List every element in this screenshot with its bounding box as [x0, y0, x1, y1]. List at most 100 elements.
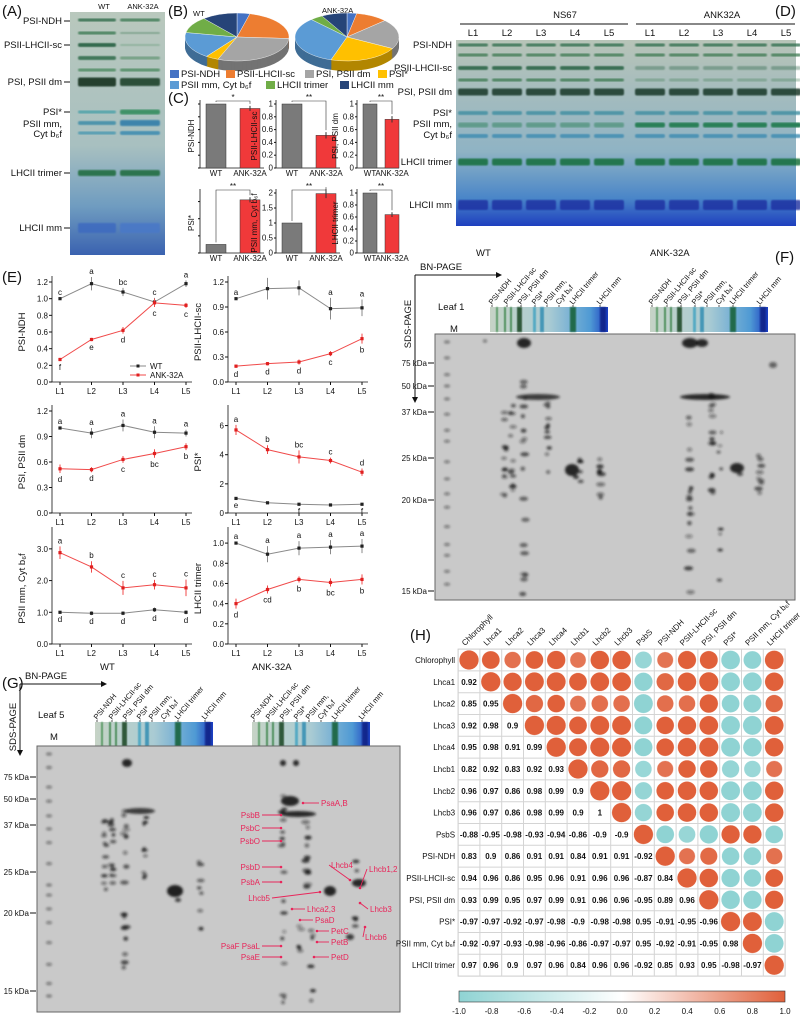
correlation-value: -0.88	[460, 830, 479, 839]
correlation-value: 0.84	[570, 852, 586, 861]
bar-wt	[205, 103, 227, 169]
bar-chart: PSI-NDH WT ANK-32A *	[187, 93, 267, 178]
correlation-value: 0.86	[505, 787, 521, 796]
colorbar-tick-label: -0.6	[517, 1007, 531, 1016]
column-label: Lhcb1	[569, 625, 591, 647]
correlation-value: 0.95	[461, 743, 477, 752]
correlation-circle	[611, 802, 632, 823]
protein-spot	[708, 408, 714, 413]
significance-bracket	[291, 100, 327, 131]
arrow-head-icon	[279, 865, 283, 869]
protein-spot	[46, 907, 52, 911]
significance-letter: a	[297, 531, 302, 540]
row-label: Lhca3	[433, 721, 455, 730]
correlation-circle	[677, 672, 697, 692]
protein-spot	[444, 569, 450, 573]
panel-label-b: (B)	[168, 3, 188, 20]
protein-spot	[444, 460, 450, 464]
gel-band	[669, 134, 699, 138]
data-point	[265, 501, 270, 505]
y-tick-label: 0.8	[262, 112, 274, 121]
protein-spot	[544, 425, 550, 430]
protein-spot	[565, 464, 579, 476]
gel-band	[78, 121, 116, 125]
protein-spot	[520, 466, 526, 471]
correlation-value: 0.96	[461, 787, 477, 796]
significance-letter: a	[184, 270, 189, 279]
gel-band	[120, 78, 160, 86]
protein-spot	[279, 836, 285, 841]
correlation-value: -0.98	[525, 939, 544, 948]
significance-letter: e	[89, 343, 94, 352]
protein-spot	[577, 457, 582, 462]
data-point	[234, 428, 238, 432]
lane-label: L2	[679, 28, 690, 39]
correlation-value: -0.97	[591, 939, 610, 948]
protein-spot	[46, 766, 52, 769]
strip-band	[496, 307, 498, 332]
protein-spot	[101, 833, 107, 838]
x-tick-label: WT	[364, 254, 377, 263]
gel-band	[771, 122, 800, 128]
data-point	[360, 577, 364, 582]
protein-spot	[354, 868, 360, 873]
gel-band	[737, 200, 767, 210]
protein-spot	[281, 1000, 285, 1005]
protein-spot	[46, 994, 52, 998]
group-label-ns67: NS67	[553, 10, 577, 21]
data-point	[328, 580, 333, 585]
axes	[51, 527, 192, 645]
significance-letter: d	[234, 611, 238, 620]
protein-spot	[101, 881, 107, 886]
gel-band	[526, 78, 556, 82]
correlation-circle	[764, 803, 784, 823]
arrow-head-icon	[358, 886, 362, 890]
panel-label-d: (D)	[775, 3, 796, 20]
data-point	[121, 611, 125, 615]
bar-chart: PSI* WT ANK-32A **	[187, 182, 267, 263]
protein-spot	[123, 936, 129, 941]
correlation-circle	[590, 672, 610, 692]
protein-spot	[109, 881, 117, 885]
significance-marker: **	[306, 93, 312, 102]
column-label: Lhca2	[504, 625, 526, 647]
row-label: PSII mm, Cyt b₆f	[396, 939, 456, 948]
x-tick-label: L3	[119, 649, 128, 658]
protein-spot	[680, 394, 730, 400]
gel-band	[526, 111, 556, 115]
protein-spot	[46, 883, 52, 887]
arrow-head-icon	[298, 918, 302, 922]
y-tick-label: 0	[220, 509, 225, 518]
correlation-circle	[656, 825, 675, 844]
protein-spot	[543, 403, 550, 407]
data-point	[121, 586, 125, 590]
protein-label-psbb: PsbB	[241, 811, 260, 820]
gel-band	[120, 120, 160, 126]
correlation-circle	[765, 760, 783, 778]
data-point	[234, 496, 238, 501]
lane-label: L1	[645, 28, 656, 39]
protein-spot	[685, 534, 693, 539]
gel-band	[594, 122, 624, 128]
correlation-value: -0.86	[569, 939, 588, 948]
data-point	[89, 611, 94, 615]
kda-label: 25 kDa	[4, 868, 30, 877]
protein-spot	[143, 820, 148, 824]
y-tick-label: 1	[269, 219, 274, 228]
gel-band	[492, 134, 522, 138]
protein-spot	[123, 823, 129, 829]
column-label: PsbS	[634, 628, 654, 648]
protein-spot	[196, 862, 205, 867]
protein-label-psaf-psal: PsaF PsaL	[221, 942, 261, 951]
correlation-circle	[504, 651, 522, 669]
arrow-head-icon	[279, 880, 283, 884]
significance-letter: d	[58, 475, 62, 484]
data-point	[265, 362, 270, 366]
significance-letter: a	[234, 288, 239, 297]
x-tick-label: L4	[326, 387, 335, 396]
y-tick-label: 0.2	[213, 620, 225, 629]
protein-spot	[577, 469, 583, 474]
protein-spot	[122, 850, 128, 855]
protein-spots	[46, 752, 366, 1005]
gel-band	[560, 158, 590, 166]
